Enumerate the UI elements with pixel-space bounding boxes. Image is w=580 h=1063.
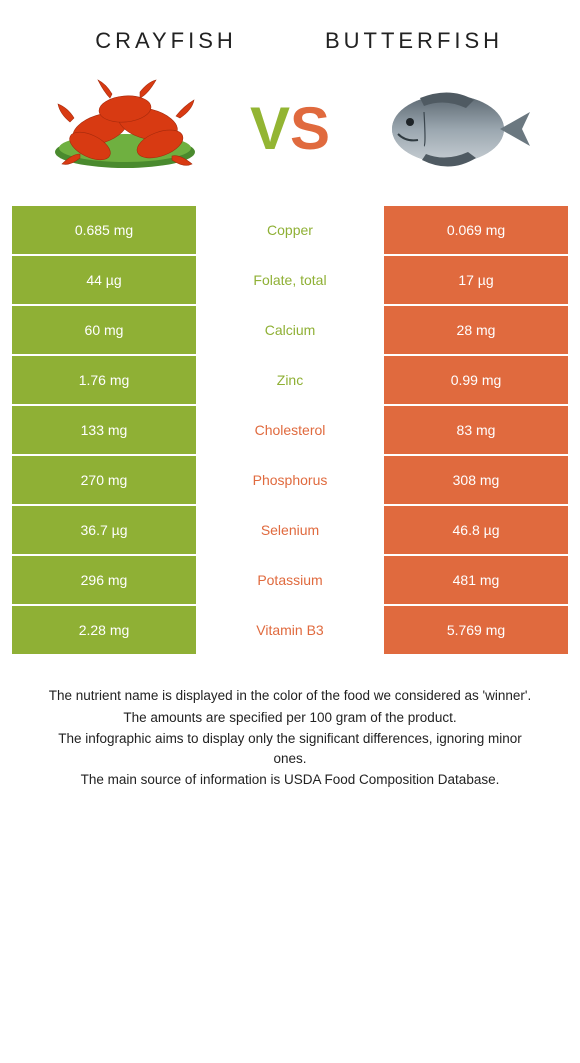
images-row: VS: [12, 68, 568, 206]
nutrient-label: Folate, total: [198, 256, 382, 304]
nutrient-row: 0.685 mgCopper0.069 mg: [12, 206, 568, 254]
left-value: 44 µg: [12, 256, 196, 304]
vs-right-char: S: [290, 95, 330, 162]
right-value: 5.769 mg: [384, 606, 568, 654]
right-food-title: Butterfish: [290, 28, 538, 54]
footer-line-2: The amounts are specified per 100 gram o…: [40, 708, 540, 728]
vs-left-char: V: [250, 95, 290, 162]
footer-notes: The nutrient name is displayed in the co…: [12, 656, 568, 790]
butterfish-image: [370, 74, 540, 184]
vs-label: VS: [230, 99, 350, 159]
left-value: 270 mg: [12, 456, 196, 504]
nutrient-label: Cholesterol: [198, 406, 382, 454]
right-value: 0.069 mg: [384, 206, 568, 254]
left-value: 296 mg: [12, 556, 196, 604]
nutrient-label: Calcium: [198, 306, 382, 354]
left-value: 36.7 µg: [12, 506, 196, 554]
right-value: 308 mg: [384, 456, 568, 504]
crayfish-icon: [40, 74, 210, 184]
butterfish-icon: [370, 84, 540, 174]
left-value: 60 mg: [12, 306, 196, 354]
left-value: 133 mg: [12, 406, 196, 454]
left-food-title: Crayfish: [42, 28, 290, 54]
nutrient-label: Copper: [198, 206, 382, 254]
nutrient-row: 60 mgCalcium28 mg: [12, 306, 568, 354]
nutrient-label: Vitamin B3: [198, 606, 382, 654]
nutrient-label: Phosphorus: [198, 456, 382, 504]
left-value: 0.685 mg: [12, 206, 196, 254]
nutrient-row: 296 mgPotassium481 mg: [12, 556, 568, 604]
crayfish-image: [40, 74, 210, 184]
nutrient-row: 2.28 mgVitamin B35.769 mg: [12, 606, 568, 654]
nutrient-label: Potassium: [198, 556, 382, 604]
left-value: 2.28 mg: [12, 606, 196, 654]
footer-line-1: The nutrient name is displayed in the co…: [40, 686, 540, 706]
right-value: 28 mg: [384, 306, 568, 354]
nutrient-row: 270 mgPhosphorus308 mg: [12, 456, 568, 504]
right-value: 481 mg: [384, 556, 568, 604]
right-value: 46.8 µg: [384, 506, 568, 554]
right-value: 0.99 mg: [384, 356, 568, 404]
footer-line-4: The main source of information is USDA F…: [40, 770, 540, 790]
nutrient-table: 0.685 mgCopper0.069 mg44 µgFolate, total…: [12, 206, 568, 654]
left-value: 1.76 mg: [12, 356, 196, 404]
nutrient-row: 44 µgFolate, total17 µg: [12, 256, 568, 304]
infographic-container: Crayfish Butterfish: [0, 0, 580, 822]
nutrient-label: Zinc: [198, 356, 382, 404]
right-value: 17 µg: [384, 256, 568, 304]
header-titles: Crayfish Butterfish: [12, 20, 568, 68]
right-value: 83 mg: [384, 406, 568, 454]
footer-line-3: The infographic aims to display only the…: [40, 729, 540, 768]
nutrient-row: 1.76 mgZinc0.99 mg: [12, 356, 568, 404]
nutrient-label: Selenium: [198, 506, 382, 554]
nutrient-row: 133 mgCholesterol83 mg: [12, 406, 568, 454]
nutrient-row: 36.7 µgSelenium46.8 µg: [12, 506, 568, 554]
